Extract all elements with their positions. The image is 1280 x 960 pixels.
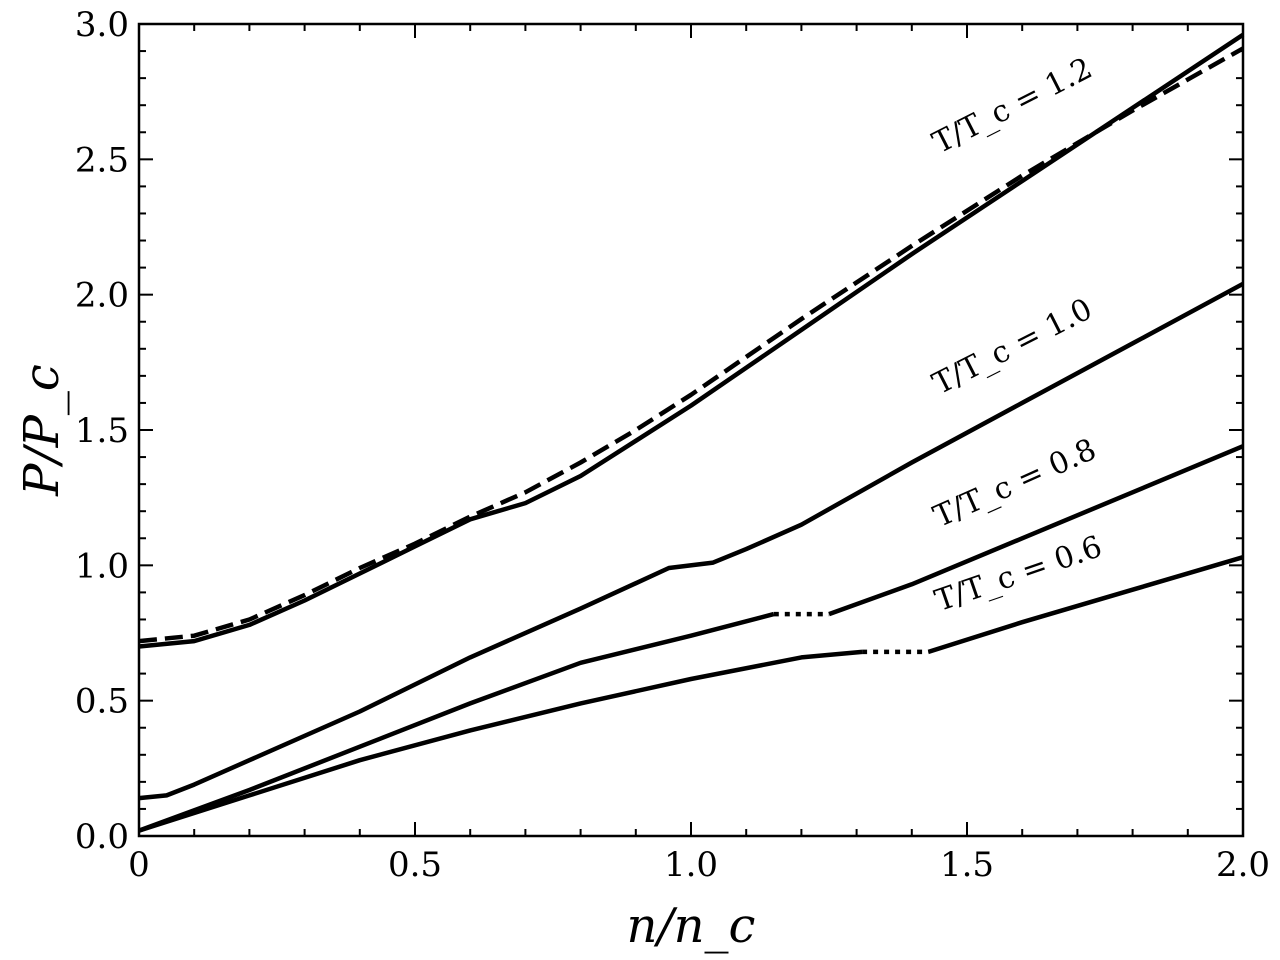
curve-label: T/T_c = 1.0 [927, 292, 1098, 402]
series-line [927, 555, 1244, 655]
x-tick-label: 0 [128, 845, 150, 885]
y-axis-title: P/P_c [14, 364, 70, 497]
x-tick-label: 2.0 [1216, 845, 1270, 885]
annotations: T/T_c = 1.2T/T_c = 1.0T/T_c = 0.8T/T_c =… [927, 51, 1106, 619]
curves [138, 32, 1245, 833]
tick-labels: 0 0.5 1.0 1.5 2.0 0.0 0.5 1.0 1.5 2.0 2.5 3.0 [75, 5, 1270, 885]
y-tick-label: 3.0 [75, 5, 129, 45]
x-tick-label: 1.5 [940, 845, 994, 885]
plot-frame [137, 22, 1245, 838]
x-tick-label: 1.0 [664, 845, 718, 885]
y-tick-label: 1.0 [75, 546, 129, 586]
x-axis-title: n/n_c [627, 898, 756, 954]
curve-label: T/T_c = 1.2 [927, 51, 1098, 161]
x-tick-label: 0.5 [388, 845, 442, 885]
series-line [138, 281, 1245, 801]
y-tick-label: 2.0 [75, 276, 129, 316]
y-tick-label: 0.0 [75, 817, 129, 857]
series-line [138, 32, 1245, 649]
curve-label: T/T_c = 0.8 [928, 432, 1101, 535]
series-line [138, 46, 1245, 644]
y-tick-label: 1.5 [75, 411, 129, 451]
series-line [138, 649, 863, 833]
y-tick-label: 0.5 [75, 682, 129, 722]
series-line [138, 611, 775, 833]
series-line [828, 444, 1244, 617]
y-tick-label: 2.5 [75, 140, 129, 180]
